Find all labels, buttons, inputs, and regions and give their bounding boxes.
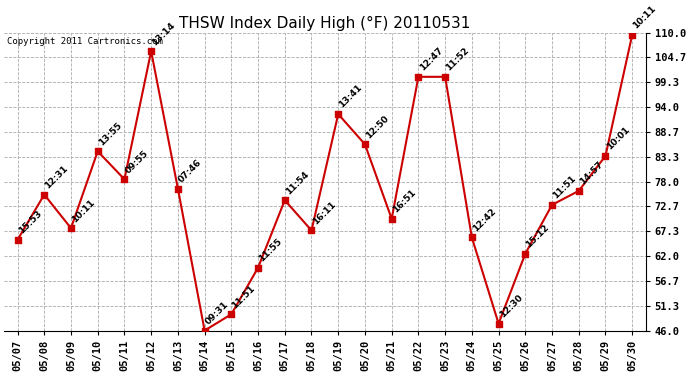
Point: [627, 32, 638, 38]
Point: [520, 251, 531, 257]
Point: [226, 311, 237, 317]
Text: 10:11: 10:11: [631, 4, 658, 31]
Point: [359, 141, 371, 147]
Point: [333, 111, 344, 117]
Text: 12:30: 12:30: [497, 293, 524, 320]
Text: 07:46: 07:46: [177, 158, 204, 184]
Point: [306, 228, 317, 234]
Text: 15:53: 15:53: [17, 209, 43, 236]
Point: [146, 48, 157, 54]
Text: 11:51: 11:51: [230, 284, 257, 310]
Text: 10:01: 10:01: [604, 125, 631, 152]
Point: [573, 188, 584, 194]
Point: [92, 148, 104, 154]
Point: [12, 237, 23, 243]
Text: 09:55: 09:55: [124, 148, 150, 175]
Point: [39, 192, 50, 198]
Text: 13:41: 13:41: [337, 83, 364, 110]
Text: 12:47: 12:47: [417, 46, 444, 73]
Text: 12:31: 12:31: [43, 164, 70, 190]
Text: Copyright 2011 Cartronics.com: Copyright 2011 Cartronics.com: [8, 37, 164, 46]
Text: 11:54: 11:54: [284, 170, 310, 196]
Point: [546, 202, 558, 208]
Point: [413, 74, 424, 80]
Text: 11:55: 11:55: [257, 237, 284, 264]
Text: 12:42: 12:42: [471, 207, 497, 233]
Text: 15:12: 15:12: [524, 223, 551, 250]
Text: 14:57: 14:57: [578, 160, 604, 187]
Title: THSW Index Daily High (°F) 20110531: THSW Index Daily High (°F) 20110531: [179, 16, 471, 32]
Point: [279, 197, 290, 203]
Text: 11:52: 11:52: [444, 46, 471, 73]
Point: [199, 327, 210, 333]
Point: [466, 234, 477, 240]
Text: 10:11: 10:11: [70, 198, 97, 224]
Text: 12:50: 12:50: [364, 114, 391, 140]
Point: [440, 74, 451, 80]
Point: [493, 321, 504, 327]
Point: [253, 265, 264, 271]
Point: [66, 225, 77, 231]
Text: 13:55: 13:55: [97, 120, 124, 147]
Text: 09:31: 09:31: [204, 300, 230, 326]
Point: [172, 186, 184, 192]
Point: [119, 176, 130, 182]
Point: [600, 153, 611, 159]
Text: 16:51: 16:51: [391, 188, 417, 214]
Point: [386, 216, 397, 222]
Text: 16:11: 16:11: [310, 200, 337, 226]
Text: 13:14: 13:14: [150, 20, 177, 47]
Text: 11:51: 11:51: [551, 174, 578, 201]
